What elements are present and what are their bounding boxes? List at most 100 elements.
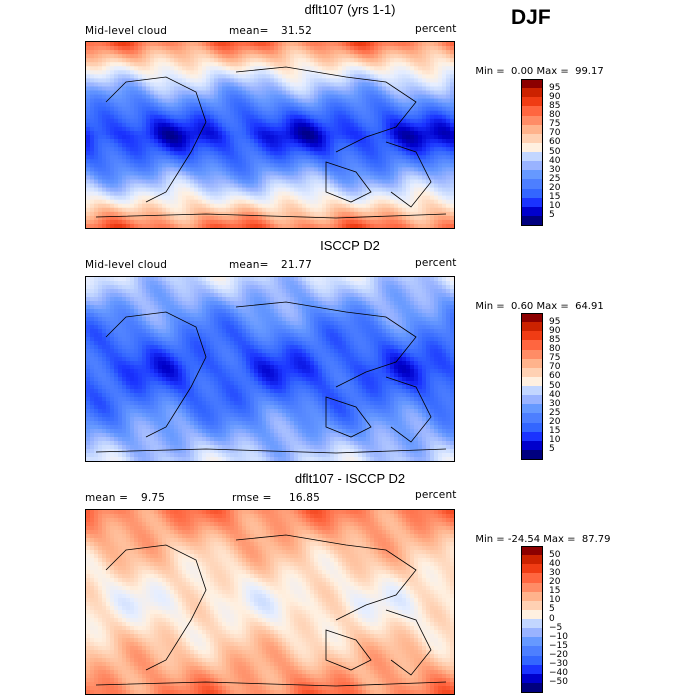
field-cell bbox=[114, 281, 119, 286]
field-cell bbox=[290, 114, 295, 120]
field-cell bbox=[378, 70, 383, 75]
field-cell bbox=[234, 211, 239, 217]
field-cell bbox=[146, 98, 151, 104]
field-cell bbox=[302, 114, 307, 120]
field-cell bbox=[314, 167, 319, 172]
field-cell bbox=[406, 106, 411, 112]
field-cell bbox=[246, 203, 251, 209]
field-cell bbox=[194, 207, 199, 213]
field-cell bbox=[250, 70, 255, 75]
field-cell bbox=[442, 42, 447, 47]
field-cell bbox=[430, 293, 435, 298]
field-cell bbox=[326, 293, 331, 298]
field-cell bbox=[418, 281, 423, 286]
field-cell bbox=[274, 58, 279, 63]
field-cell bbox=[106, 183, 111, 188]
field-cell bbox=[386, 62, 391, 67]
field-cell bbox=[126, 74, 131, 79]
field-cell bbox=[342, 102, 347, 108]
field-cell bbox=[90, 70, 95, 75]
field-cell bbox=[390, 114, 395, 120]
field-cell bbox=[150, 78, 155, 83]
field-cell bbox=[142, 143, 147, 148]
field-cell bbox=[254, 301, 259, 306]
field-cell bbox=[294, 139, 299, 144]
field-cell bbox=[314, 179, 319, 184]
field-cell bbox=[274, 118, 279, 124]
field-cell bbox=[206, 122, 211, 128]
field-cell bbox=[98, 114, 103, 120]
field-cell bbox=[362, 86, 367, 91]
field-cell bbox=[234, 167, 239, 172]
field-cell bbox=[374, 114, 379, 120]
field-cell bbox=[402, 277, 407, 282]
field-cell bbox=[226, 82, 231, 87]
field-cell bbox=[422, 285, 427, 290]
field-cell bbox=[142, 207, 147, 213]
field-cell bbox=[322, 102, 327, 108]
field-cell bbox=[186, 285, 191, 290]
field-cell bbox=[126, 50, 131, 55]
field-cell bbox=[150, 58, 155, 63]
field-cell bbox=[286, 110, 291, 116]
field-cell bbox=[430, 130, 435, 136]
field-cell bbox=[194, 110, 199, 116]
field-cell bbox=[114, 159, 119, 164]
field-cell bbox=[306, 163, 311, 168]
field-cell bbox=[130, 175, 135, 180]
field-cell bbox=[162, 50, 167, 55]
field-cell bbox=[322, 66, 327, 71]
field-cell bbox=[134, 130, 139, 136]
field-cell bbox=[306, 155, 311, 160]
field-cell bbox=[350, 46, 355, 51]
field-cell bbox=[314, 223, 319, 228]
field-cell bbox=[278, 175, 283, 180]
field-cell bbox=[178, 70, 183, 75]
field-cell bbox=[346, 159, 351, 164]
field-cell bbox=[346, 66, 351, 71]
field-cell bbox=[246, 143, 251, 148]
field-cell bbox=[178, 285, 183, 290]
field-cell bbox=[310, 42, 315, 47]
field-cell bbox=[358, 155, 363, 160]
field-cell bbox=[334, 82, 339, 87]
field-cell bbox=[274, 110, 279, 116]
field-cell bbox=[254, 66, 259, 71]
field-cell bbox=[342, 289, 347, 294]
field-cell bbox=[446, 211, 451, 217]
field-cell bbox=[222, 54, 227, 59]
field-cell bbox=[342, 78, 347, 83]
field-cell bbox=[362, 219, 367, 225]
field-cell bbox=[438, 50, 443, 55]
field-cell bbox=[182, 86, 187, 91]
field-cell bbox=[210, 66, 215, 71]
field-cell bbox=[222, 126, 227, 132]
field-cell bbox=[318, 139, 323, 144]
field-cell bbox=[210, 215, 215, 221]
field-cell bbox=[210, 305, 215, 310]
field-cell bbox=[146, 305, 151, 310]
field-cell bbox=[402, 74, 407, 79]
field-cell bbox=[314, 143, 319, 148]
field-cell bbox=[450, 289, 454, 294]
field-cell bbox=[258, 90, 263, 95]
field-cell bbox=[94, 106, 99, 112]
field-cell bbox=[146, 86, 151, 91]
field-cell bbox=[118, 94, 123, 100]
field-cell bbox=[294, 130, 299, 136]
field-cell bbox=[238, 151, 243, 156]
field-cell bbox=[162, 175, 167, 180]
field-cell bbox=[218, 62, 223, 67]
field-cell bbox=[402, 211, 407, 217]
field-cell bbox=[446, 86, 451, 91]
field-cell bbox=[438, 78, 443, 83]
field-cell bbox=[170, 187, 175, 193]
field-cell bbox=[362, 130, 367, 136]
field-cell bbox=[286, 62, 291, 67]
field-cell bbox=[134, 155, 139, 160]
field-cell bbox=[110, 289, 115, 294]
field-cell bbox=[354, 219, 359, 225]
field-cell bbox=[322, 106, 327, 112]
field-cell bbox=[246, 135, 251, 140]
field-cell bbox=[254, 179, 259, 184]
